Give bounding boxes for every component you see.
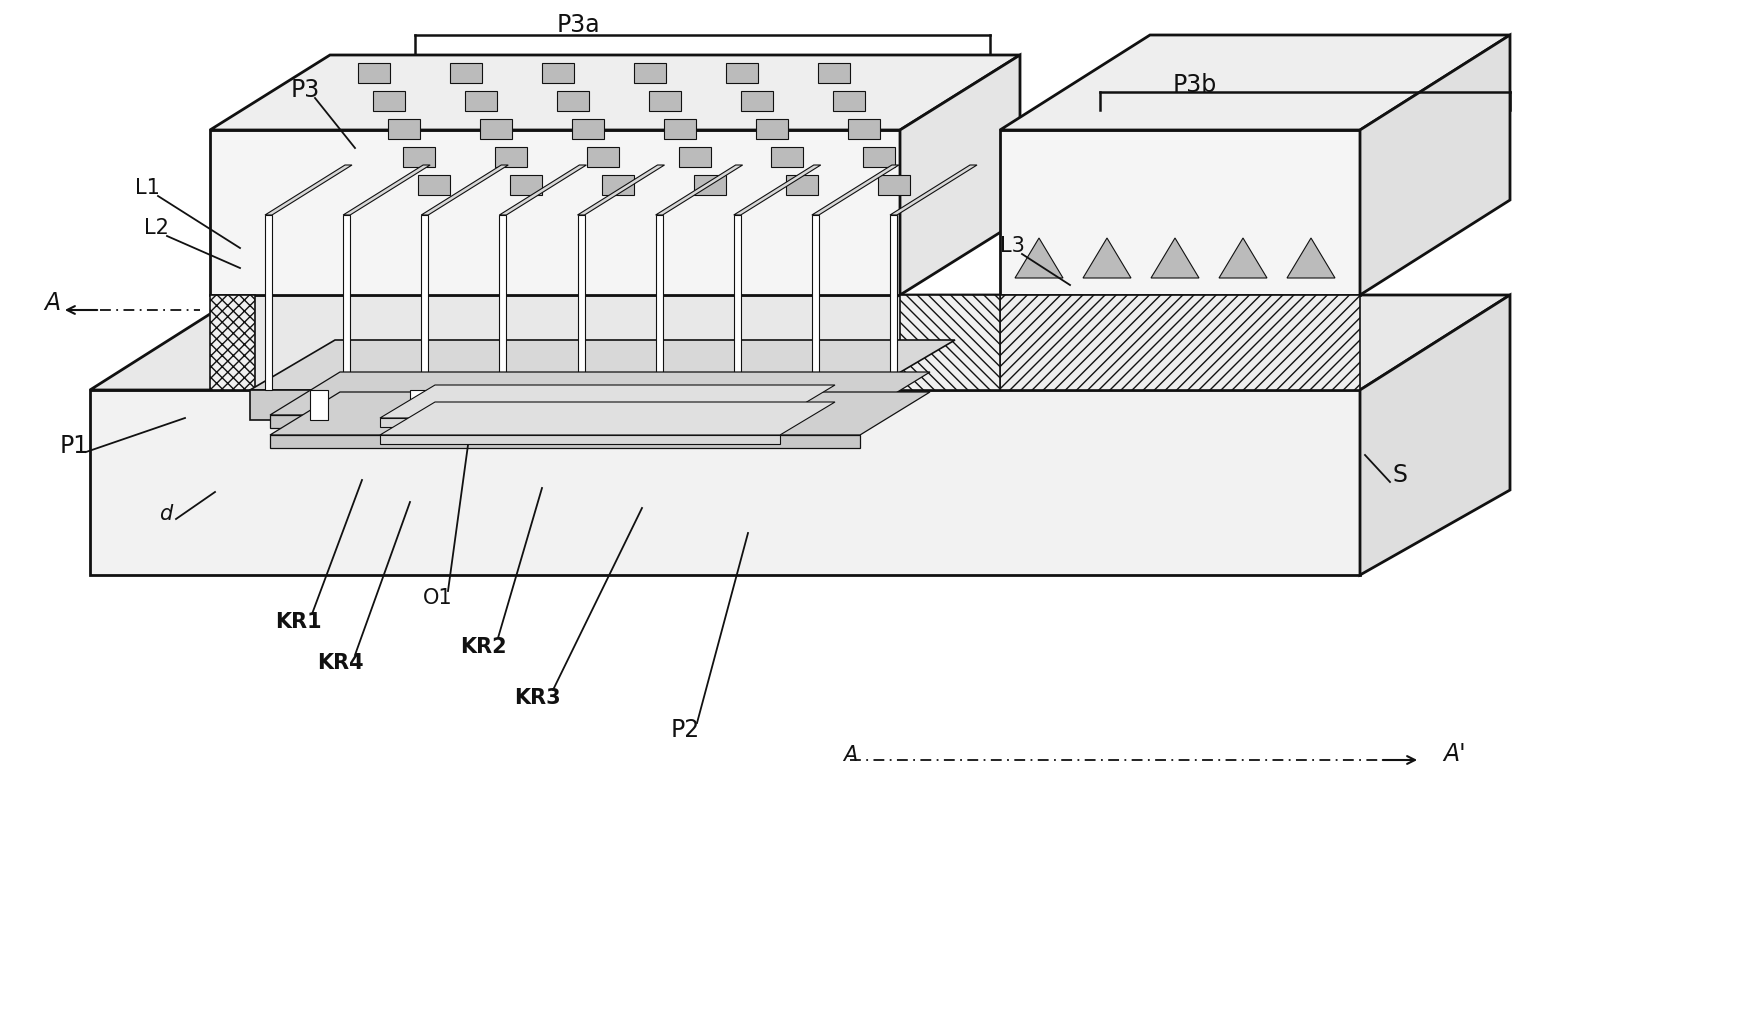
Polygon shape (210, 130, 900, 295)
Polygon shape (890, 165, 977, 215)
Polygon shape (266, 165, 351, 215)
Text: L1: L1 (135, 178, 159, 198)
Polygon shape (725, 63, 759, 83)
Polygon shape (379, 435, 780, 444)
Polygon shape (379, 402, 836, 435)
Polygon shape (372, 91, 406, 111)
Polygon shape (89, 390, 1360, 575)
Polygon shape (89, 295, 1510, 390)
Text: KR4: KR4 (316, 653, 364, 673)
Polygon shape (1360, 295, 1510, 575)
Text: P2: P2 (671, 718, 699, 742)
Polygon shape (269, 372, 930, 415)
Polygon shape (577, 165, 664, 215)
Text: P3: P3 (290, 78, 320, 102)
Polygon shape (771, 147, 802, 167)
Polygon shape (269, 392, 930, 435)
Polygon shape (343, 165, 430, 215)
Text: P1: P1 (59, 434, 89, 458)
Polygon shape (404, 147, 435, 167)
Polygon shape (587, 147, 619, 167)
Polygon shape (269, 415, 860, 428)
Polygon shape (678, 147, 711, 167)
Polygon shape (358, 63, 390, 83)
Polygon shape (250, 340, 954, 390)
Polygon shape (848, 119, 879, 139)
Polygon shape (449, 63, 482, 83)
Polygon shape (656, 215, 662, 390)
Polygon shape (694, 175, 725, 195)
Polygon shape (649, 91, 682, 111)
Polygon shape (890, 215, 897, 390)
Polygon shape (1084, 238, 1131, 278)
Polygon shape (1000, 295, 1360, 390)
Text: KR2: KR2 (460, 637, 507, 657)
Text: O1: O1 (423, 588, 453, 608)
Polygon shape (734, 215, 741, 390)
Polygon shape (1150, 238, 1199, 278)
Polygon shape (755, 119, 788, 139)
Text: d: d (159, 504, 173, 524)
Polygon shape (572, 119, 605, 139)
Polygon shape (734, 165, 822, 215)
Polygon shape (269, 435, 860, 448)
Polygon shape (421, 165, 509, 215)
Polygon shape (1000, 35, 1510, 130)
Text: P3b: P3b (1173, 73, 1217, 97)
Text: A': A' (1444, 742, 1467, 766)
Polygon shape (1287, 238, 1335, 278)
Polygon shape (818, 63, 850, 83)
Text: KR1: KR1 (274, 612, 322, 632)
Polygon shape (811, 165, 898, 215)
Polygon shape (864, 147, 895, 167)
Polygon shape (379, 385, 836, 418)
Polygon shape (771, 390, 788, 420)
Text: L3: L3 (1000, 236, 1024, 256)
Text: A: A (843, 745, 857, 765)
Polygon shape (664, 119, 696, 139)
Polygon shape (656, 165, 743, 215)
Polygon shape (421, 215, 428, 390)
Text: L2: L2 (143, 218, 168, 238)
Polygon shape (741, 91, 773, 111)
Polygon shape (481, 119, 512, 139)
Polygon shape (411, 390, 428, 420)
Polygon shape (1016, 238, 1063, 278)
Polygon shape (1000, 130, 1360, 295)
Polygon shape (1360, 35, 1510, 295)
Polygon shape (500, 215, 507, 390)
Text: S: S (1393, 463, 1407, 487)
Polygon shape (558, 91, 589, 111)
Polygon shape (500, 165, 586, 215)
Polygon shape (418, 175, 449, 195)
Polygon shape (787, 175, 818, 195)
Polygon shape (379, 418, 780, 427)
Text: P3a: P3a (556, 13, 600, 37)
Polygon shape (577, 215, 584, 390)
Polygon shape (465, 91, 496, 111)
Polygon shape (635, 63, 666, 83)
Polygon shape (1218, 238, 1267, 278)
Text: KR3: KR3 (514, 687, 561, 708)
Polygon shape (530, 390, 549, 420)
Polygon shape (542, 63, 573, 83)
Polygon shape (210, 295, 255, 390)
Polygon shape (495, 147, 526, 167)
Polygon shape (510, 175, 542, 195)
Polygon shape (834, 91, 865, 111)
Polygon shape (266, 215, 273, 390)
Polygon shape (650, 390, 668, 420)
Polygon shape (309, 390, 329, 420)
Polygon shape (877, 175, 911, 195)
Polygon shape (210, 55, 1021, 130)
Polygon shape (811, 215, 818, 390)
Polygon shape (250, 390, 871, 420)
Polygon shape (343, 215, 350, 390)
Polygon shape (900, 295, 1000, 390)
Polygon shape (388, 119, 420, 139)
Polygon shape (601, 175, 635, 195)
Polygon shape (900, 55, 1021, 295)
Text: A: A (44, 291, 59, 315)
